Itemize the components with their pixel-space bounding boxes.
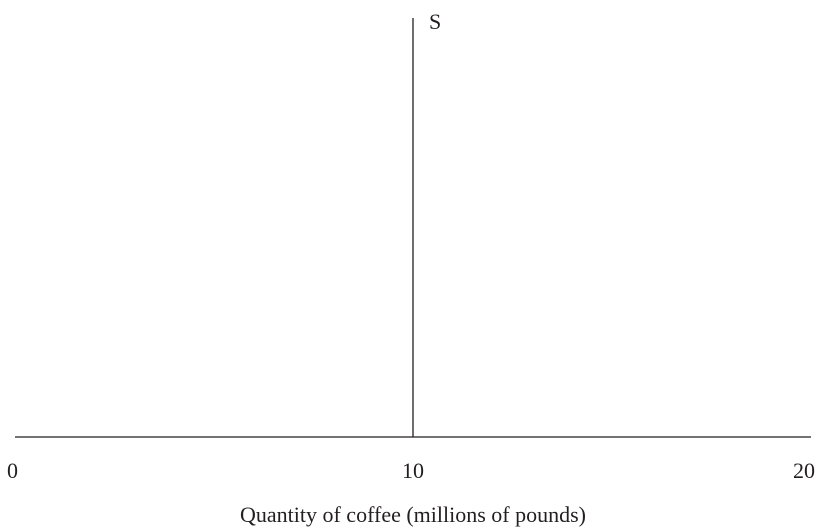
x-tick-label: 10 — [402, 458, 424, 483]
x-axis-title: Quantity of coffee (millions of pounds) — [240, 502, 586, 527]
x-tick-label: 0 — [7, 458, 18, 483]
x-tick-labels: 0 10 20 — [7, 458, 815, 483]
x-tick-label: 20 — [793, 458, 815, 483]
supply-curve-label: S — [429, 9, 441, 34]
series-group: S — [412, 9, 441, 437]
